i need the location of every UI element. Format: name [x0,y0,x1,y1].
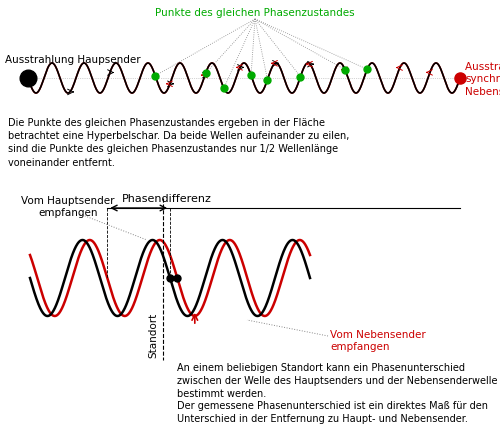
Text: Vom Nebensender
empfangen: Vom Nebensender empfangen [330,330,426,352]
Text: Ausstrahlung des
synchronisierten
Nebensender: Ausstrahlung des synchronisierten Nebens… [465,62,500,97]
Text: Die Punkte des gleichen Phasenzustandes ergeben in der Fläche
betrachtet eine Hy: Die Punkte des gleichen Phasenzustandes … [8,118,349,168]
Text: Phasendifferenz: Phasendifferenz [122,194,212,204]
Text: Standort: Standort [148,313,158,358]
Text: Punkte des gleichen Phasenzustandes: Punkte des gleichen Phasenzustandes [155,8,355,18]
Text: Ausstrahlung Haupsender: Ausstrahlung Haupsender [5,55,140,65]
Text: An einem beliebigen Standort kann ein Phasenunterschied
zwischen der Welle des H: An einem beliebigen Standort kann ein Ph… [177,363,498,424]
Text: Vom Hauptsender
empfangen: Vom Hauptsender empfangen [21,196,115,218]
